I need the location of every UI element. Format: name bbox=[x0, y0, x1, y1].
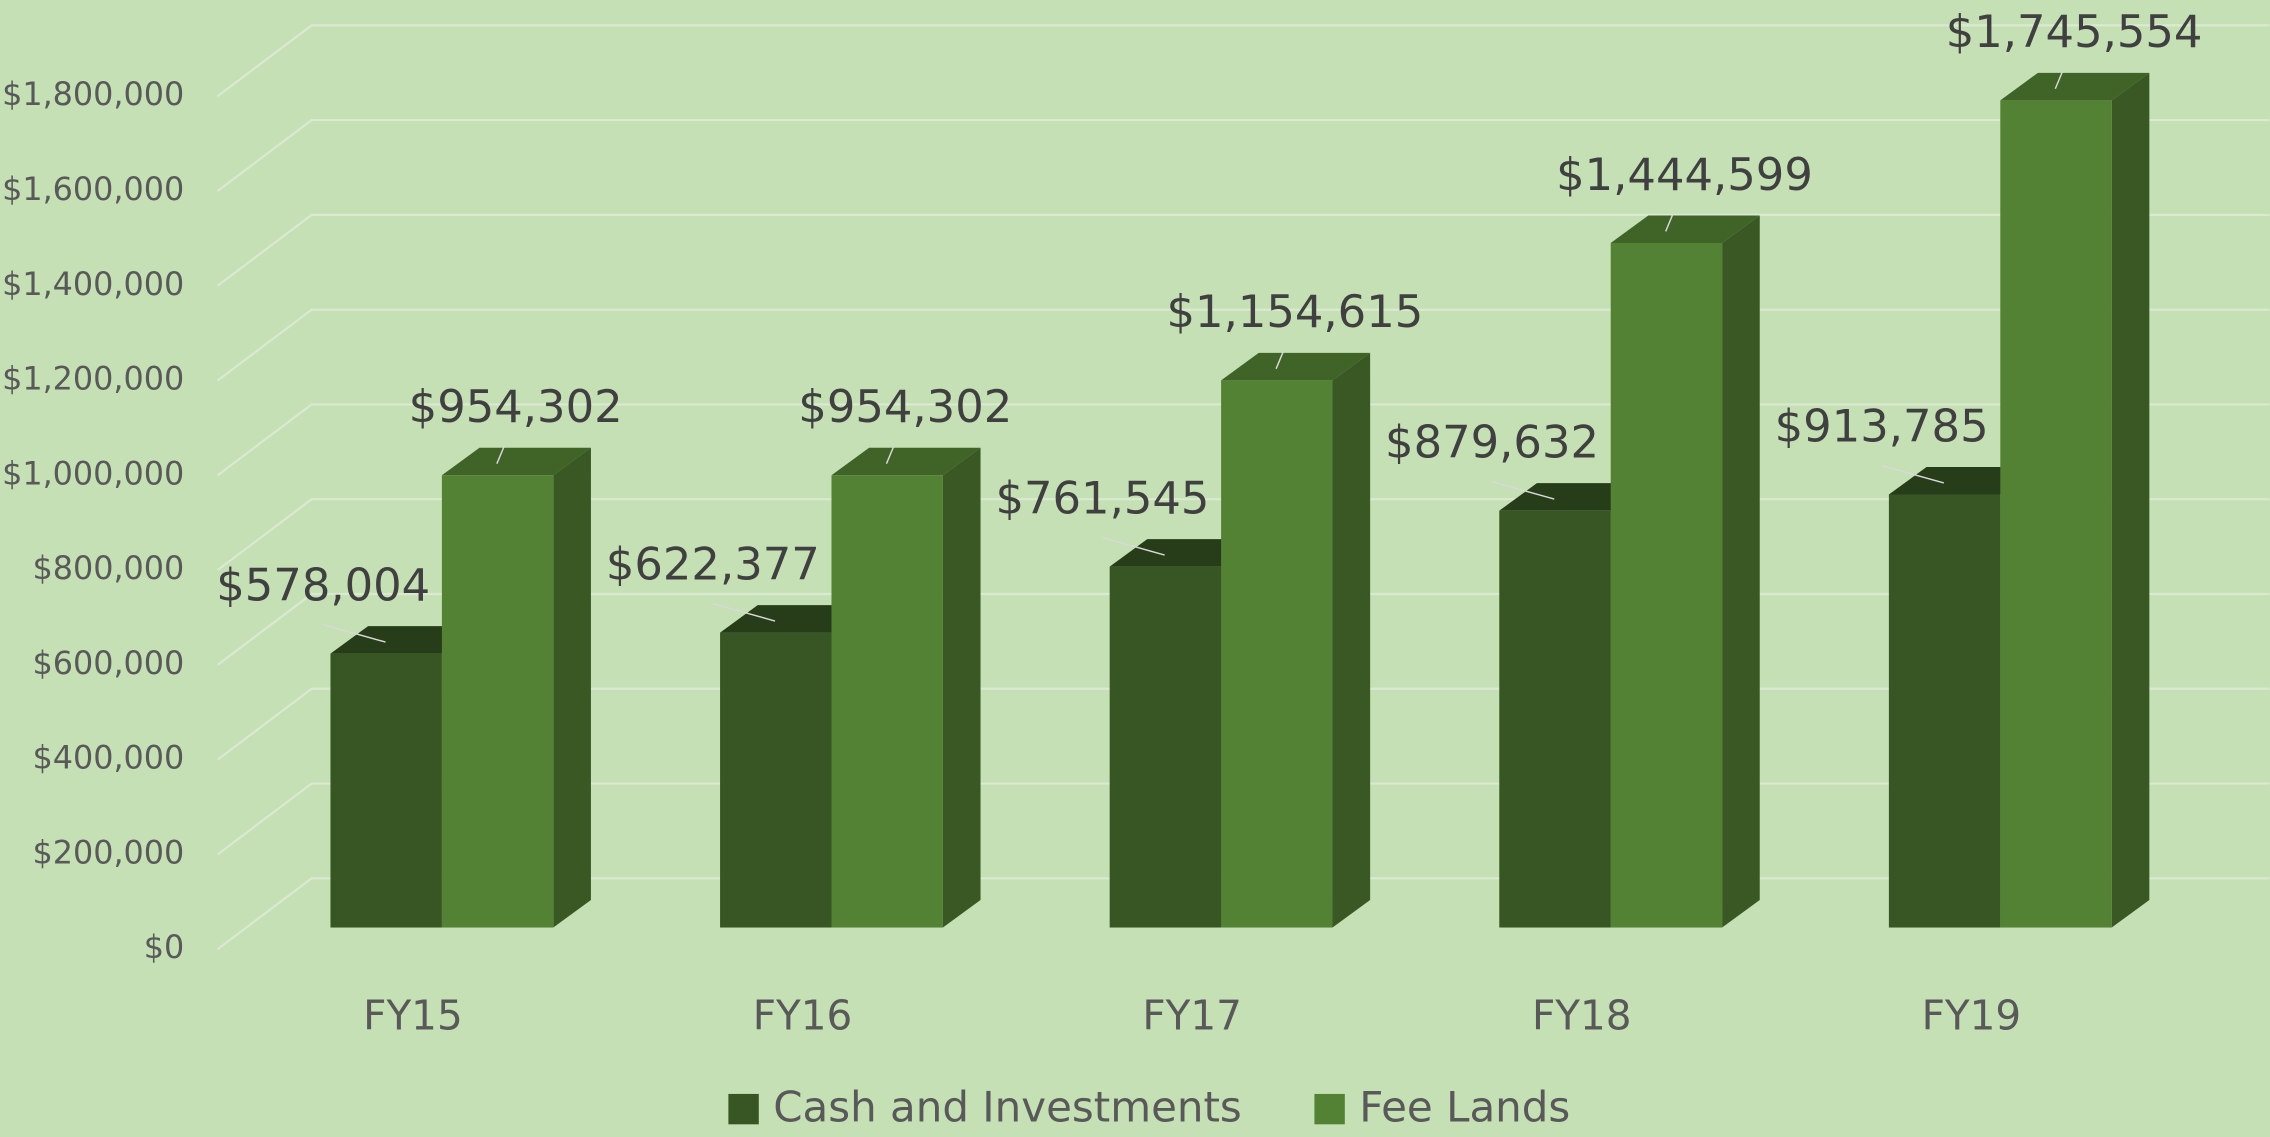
data-label: $578,004 bbox=[216, 558, 430, 611]
bar-front bbox=[1610, 242, 1723, 928]
data-label: $954,302 bbox=[409, 380, 623, 433]
bar-front bbox=[330, 653, 442, 928]
data-label: $913,785 bbox=[1775, 399, 1989, 452]
bar-side bbox=[1332, 352, 1371, 928]
bar bbox=[1221, 352, 1371, 928]
legend-label: Cash and Investments bbox=[773, 1082, 1242, 1131]
data-label: $879,632 bbox=[1385, 416, 1599, 469]
data-label: $622,377 bbox=[606, 537, 820, 590]
x-tick-label: FY18 bbox=[1532, 992, 1632, 1040]
y-tick-label: $1,600,000 bbox=[2, 170, 184, 208]
bar-front bbox=[831, 475, 943, 928]
y-tick-label: $1,800,000 bbox=[2, 75, 184, 113]
y-tick-label: $800,000 bbox=[32, 549, 184, 587]
y-tick-label: $1,400,000 bbox=[2, 265, 184, 303]
bar-front bbox=[1888, 494, 2001, 928]
bar bbox=[2000, 72, 2150, 928]
leader-line bbox=[496, 446, 505, 464]
leader-line bbox=[2054, 71, 2064, 90]
bar-front bbox=[2000, 100, 2112, 928]
bar-front bbox=[1221, 380, 1333, 928]
y-tick-label: $1,200,000 bbox=[2, 360, 184, 398]
bar-top bbox=[831, 447, 981, 476]
x-tick-label: FY15 bbox=[363, 992, 463, 1040]
legend-swatch bbox=[1314, 1093, 1345, 1125]
bar-top bbox=[1610, 215, 1760, 243]
grid-line bbox=[216, 119, 2270, 192]
grid-line bbox=[216, 24, 2270, 98]
leader-line bbox=[1881, 464, 1945, 484]
y-tick-label: $600,000 bbox=[32, 644, 184, 682]
data-label: $1,154,615 bbox=[1167, 285, 1424, 338]
y-tick-label: $0 bbox=[144, 928, 185, 966]
x-tick-label: FY19 bbox=[1922, 992, 2022, 1040]
bar bbox=[441, 447, 591, 928]
leader-line bbox=[1665, 213, 1674, 232]
bar-side bbox=[553, 447, 591, 928]
bar-front bbox=[441, 475, 554, 928]
bar bbox=[831, 447, 981, 928]
x-tick-label: FY17 bbox=[1142, 992, 1242, 1040]
bar-front bbox=[1499, 510, 1611, 928]
bar-side bbox=[1722, 215, 1760, 928]
leader-line bbox=[1102, 536, 1165, 556]
leader-line bbox=[1491, 481, 1555, 500]
bar-front bbox=[720, 632, 832, 928]
leader-line bbox=[1275, 351, 1284, 370]
leader-line bbox=[323, 623, 386, 643]
data-label: $954,302 bbox=[798, 380, 1012, 433]
data-label: $1,444,599 bbox=[1556, 148, 1813, 201]
bar-side bbox=[2111, 72, 2150, 928]
bar bbox=[1610, 215, 1760, 928]
data-label: $761,545 bbox=[995, 472, 1209, 525]
bar-top bbox=[2000, 72, 2150, 101]
y-tick-label: $400,000 bbox=[32, 739, 184, 777]
y-tick-label: $1,000,000 bbox=[2, 454, 184, 492]
bar-side bbox=[942, 447, 981, 928]
leader-line bbox=[712, 602, 776, 622]
bar-front bbox=[1109, 566, 1222, 928]
legend-swatch bbox=[728, 1093, 759, 1125]
bar-top bbox=[1221, 352, 1371, 381]
legend-label: Fee Lands bbox=[1359, 1082, 1570, 1131]
leader-line bbox=[885, 446, 895, 464]
x-tick-label: FY16 bbox=[753, 992, 853, 1040]
data-label: $1,745,554 bbox=[1946, 5, 2203, 58]
y-tick-label: $200,000 bbox=[32, 833, 184, 871]
grid-line bbox=[216, 213, 2270, 287]
bar-top bbox=[441, 447, 591, 476]
